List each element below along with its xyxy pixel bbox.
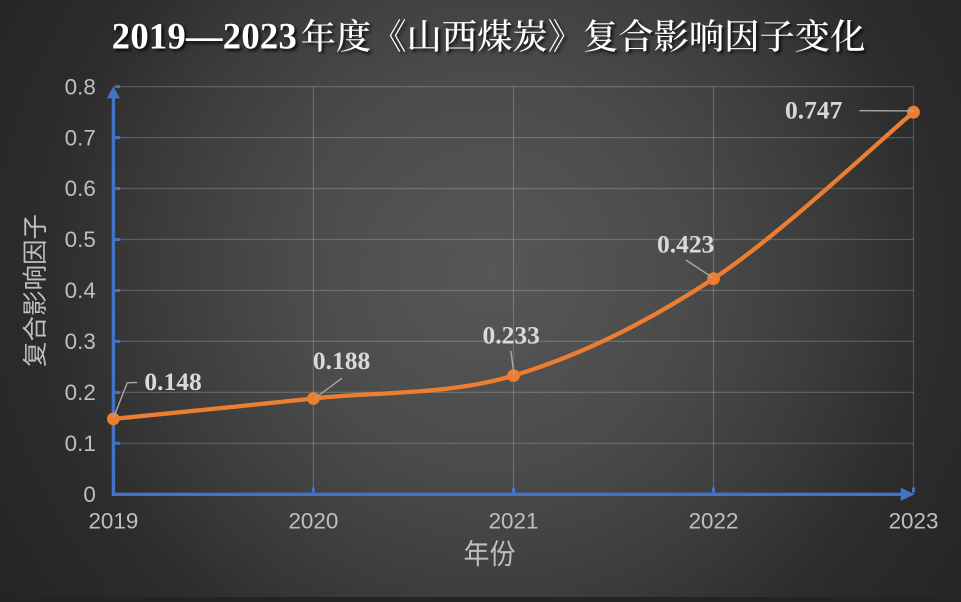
svg-text:0.233: 0.233: [483, 320, 540, 349]
svg-text:0.1: 0.1: [65, 431, 96, 456]
svg-text:2019: 2019: [88, 509, 138, 534]
svg-text:2019—2023: 2019—2023: [112, 16, 297, 57]
svg-text:2023: 2023: [889, 509, 939, 534]
svg-text:0.2: 0.2: [65, 380, 96, 405]
svg-text:2021: 2021: [489, 509, 539, 534]
svg-text:2022: 2022: [689, 509, 739, 534]
svg-text:0.8: 0.8: [65, 74, 96, 99]
svg-text:2020: 2020: [288, 509, 338, 534]
svg-text:0.3: 0.3: [65, 329, 96, 354]
svg-text:0.5: 0.5: [65, 227, 96, 252]
svg-text:0.423: 0.423: [657, 230, 714, 259]
svg-text:0: 0: [83, 482, 95, 507]
svg-text:0.747: 0.747: [785, 96, 843, 125]
svg-text:0.6: 0.6: [65, 176, 96, 201]
svg-text:0.188: 0.188: [313, 346, 370, 375]
svg-text:0.148: 0.148: [144, 367, 201, 396]
svg-text:0.7: 0.7: [65, 125, 96, 150]
svg-text:0.4: 0.4: [65, 278, 96, 303]
